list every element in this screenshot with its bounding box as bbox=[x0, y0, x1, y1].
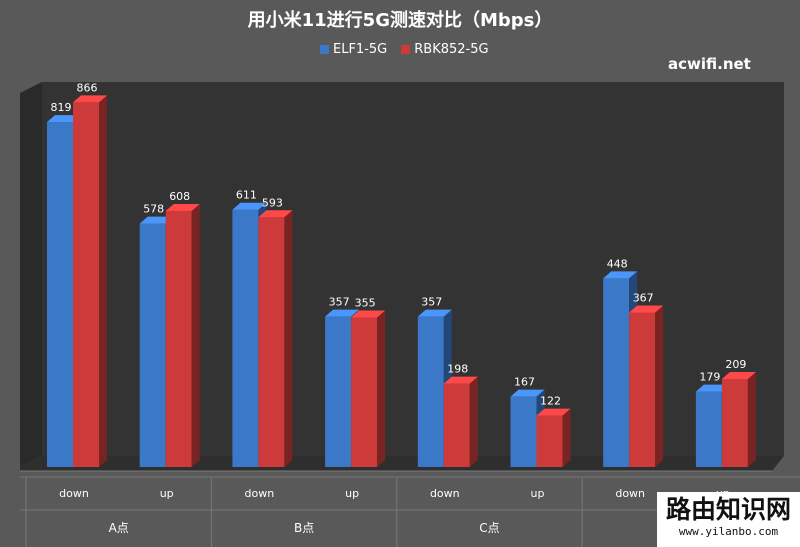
bar-top bbox=[721, 371, 756, 379]
bar bbox=[629, 312, 656, 467]
bar-top bbox=[47, 115, 81, 123]
bar-top bbox=[232, 202, 267, 210]
legend: ELF1-5G RBK852-5G bbox=[320, 42, 489, 57]
bar bbox=[603, 278, 630, 467]
bar bbox=[47, 122, 73, 468]
legend-item-2: RBK852-5G bbox=[401, 42, 489, 57]
x-tick-label: up bbox=[160, 487, 174, 500]
bar bbox=[510, 396, 537, 467]
bar bbox=[258, 217, 285, 467]
data-label: 866 bbox=[77, 81, 98, 94]
data-label: 167 bbox=[514, 376, 535, 389]
bar bbox=[139, 223, 166, 467]
chart-floor bbox=[20, 456, 784, 471]
data-label: 209 bbox=[725, 358, 746, 371]
data-label: 611 bbox=[236, 189, 257, 202]
bar bbox=[351, 317, 378, 467]
data-label: 357 bbox=[421, 296, 442, 309]
data-label: 198 bbox=[447, 363, 468, 376]
badge-url: www.yilanbo.com bbox=[678, 525, 779, 538]
data-label: 448 bbox=[607, 257, 628, 270]
x-tick-label: up bbox=[345, 487, 359, 500]
legend-swatch-2 bbox=[401, 45, 411, 54]
data-label: 593 bbox=[262, 196, 283, 209]
group-label: A点 bbox=[109, 521, 129, 535]
bar-top bbox=[629, 305, 664, 313]
bar-side bbox=[99, 95, 107, 467]
bar-top bbox=[325, 309, 360, 317]
bar bbox=[232, 209, 259, 467]
bar-top bbox=[73, 95, 107, 103]
data-label: 357 bbox=[329, 296, 350, 309]
chart-side-wall bbox=[20, 82, 42, 467]
bar bbox=[417, 316, 444, 467]
legend-label-1: ELF1-5G bbox=[333, 42, 388, 57]
site-badge: 路由知识网 www.yilanbo.com bbox=[657, 492, 800, 547]
bar bbox=[695, 391, 722, 467]
bar-side bbox=[655, 305, 664, 467]
bar bbox=[536, 415, 563, 467]
bar-top bbox=[603, 271, 638, 279]
bar-side bbox=[747, 371, 756, 467]
data-label: 578 bbox=[143, 203, 164, 216]
bar-top bbox=[139, 216, 174, 224]
data-label: 179 bbox=[699, 371, 720, 384]
bar bbox=[325, 316, 352, 467]
chart-title: 用小米11进行5G测速对比（Mbps） bbox=[247, 10, 553, 31]
x-tick-label: down bbox=[245, 487, 275, 500]
watermark-text: acwifi.net bbox=[668, 55, 751, 73]
bar bbox=[721, 378, 748, 467]
bar-top bbox=[443, 376, 478, 384]
bar bbox=[165, 210, 192, 467]
bar bbox=[443, 383, 470, 467]
bar bbox=[73, 102, 99, 467]
bar-top bbox=[417, 309, 452, 317]
legend-label-2: RBK852-5G bbox=[414, 42, 489, 57]
data-label: 608 bbox=[169, 190, 190, 203]
x-tick-label: up bbox=[531, 487, 545, 500]
bar-side bbox=[191, 203, 200, 467]
bar-top bbox=[351, 310, 386, 318]
group-label: C点 bbox=[479, 521, 499, 535]
data-label: 367 bbox=[633, 291, 654, 304]
bar-top bbox=[536, 408, 571, 416]
x-tick-label: down bbox=[430, 487, 460, 500]
x-tick-label: down bbox=[59, 487, 89, 500]
legend-swatch-1 bbox=[320, 45, 329, 54]
x-tick-label: down bbox=[615, 487, 645, 500]
bar-top bbox=[695, 384, 730, 392]
bar-side bbox=[562, 408, 571, 467]
legend-item-1: ELF1-5G bbox=[320, 42, 387, 57]
group-label: B点 bbox=[294, 521, 314, 535]
badge-title: 路由知识网 bbox=[665, 495, 791, 524]
data-label: 819 bbox=[51, 101, 72, 114]
bar-side bbox=[377, 310, 386, 467]
bar-side bbox=[284, 210, 293, 467]
bar-top bbox=[510, 389, 545, 397]
data-label: 122 bbox=[540, 395, 561, 408]
data-label: 355 bbox=[355, 297, 376, 310]
bar-top bbox=[165, 203, 200, 211]
bar-top bbox=[258, 210, 293, 218]
bar-side bbox=[469, 376, 478, 467]
